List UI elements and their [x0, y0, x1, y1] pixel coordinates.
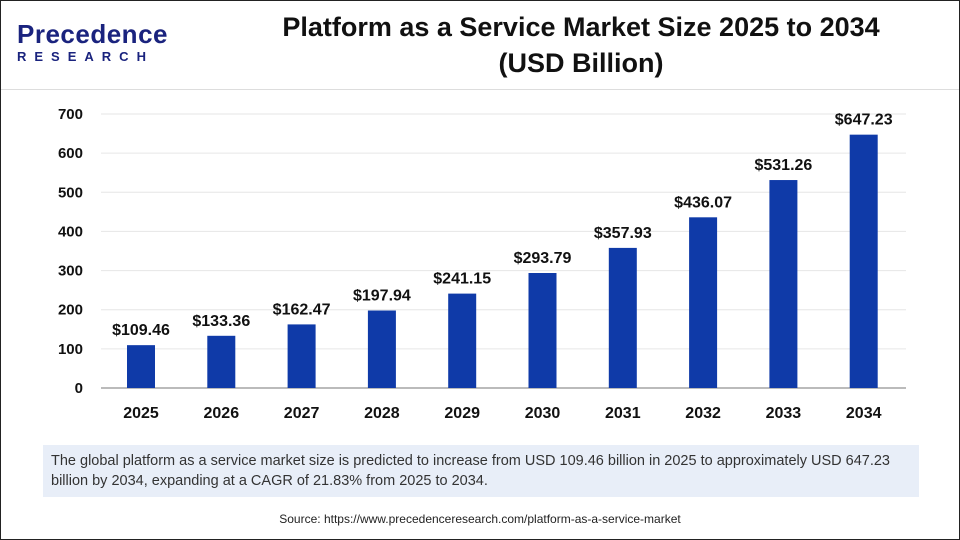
bar — [448, 293, 477, 388]
data-label: $357.93 — [594, 225, 652, 242]
bar — [689, 217, 718, 388]
bar — [849, 134, 878, 388]
data-label: $109.46 — [112, 322, 170, 339]
y-tick-label: 300 — [58, 263, 83, 280]
source-text: Source: https://www.precedenceresearch.c… — [279, 512, 681, 526]
x-tick-label: 2031 — [605, 405, 641, 422]
title-line-2: (USD Billion) — [498, 48, 664, 78]
data-label: $647.23 — [835, 112, 893, 129]
bar — [207, 335, 236, 388]
x-tick-label: 2034 — [846, 405, 882, 422]
x-tick-label: 2026 — [204, 405, 240, 422]
header-divider — [1, 89, 959, 90]
x-tick-label: 2027 — [284, 405, 320, 422]
data-label: $133.36 — [192, 313, 250, 330]
title-line-1: Platform as a Service Market Size 2025 t… — [282, 12, 880, 42]
y-tick-label: 500 — [58, 184, 83, 201]
x-tick-label: 2033 — [766, 405, 802, 422]
data-label: $293.79 — [514, 250, 572, 267]
data-label: $531.26 — [754, 157, 812, 174]
data-label: $197.94 — [353, 288, 411, 305]
y-tick-label: 200 — [58, 302, 83, 319]
y-tick-label: 400 — [58, 223, 83, 240]
logo-subtext: RESEARCH — [17, 49, 154, 64]
caption-box: The global platform as a service market … — [43, 445, 919, 497]
y-tick-label: 700 — [58, 106, 83, 123]
chart-title: Platform as a Service Market Size 2025 t… — [231, 9, 931, 81]
x-tick-label: 2030 — [525, 405, 561, 422]
y-tick-label: 0 — [75, 380, 83, 397]
bar-chart: 0 100 200 300 400 500 600 700 $109.46 2025 $133.36… — [58, 106, 906, 422]
y-tick-label: 600 — [58, 145, 83, 162]
bar — [528, 273, 557, 388]
logo-text: Precedence — [17, 19, 168, 49]
bar — [287, 324, 316, 388]
header: Precedence RESEARCH Platform as a Servic… — [1, 1, 959, 89]
y-tick-label: 100 — [58, 341, 83, 358]
x-tick-label: 2032 — [685, 405, 721, 422]
bar — [769, 180, 798, 388]
bar — [608, 247, 637, 388]
data-label: $162.47 — [273, 301, 331, 318]
x-tick-label: 2025 — [123, 405, 159, 422]
data-label: $241.15 — [433, 271, 491, 288]
bar — [127, 345, 155, 388]
logo: Precedence RESEARCH — [17, 21, 168, 64]
x-tick-label: 2028 — [364, 405, 400, 422]
data-label: $436.07 — [674, 194, 732, 211]
x-tick-label: 2029 — [444, 405, 480, 422]
bar — [367, 310, 396, 388]
